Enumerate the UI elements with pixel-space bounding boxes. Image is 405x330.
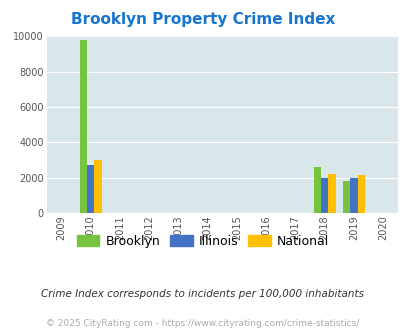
Bar xyxy=(328,174,335,213)
Text: Brooklyn Property Crime Index: Brooklyn Property Crime Index xyxy=(70,12,335,26)
Bar xyxy=(350,179,357,213)
Bar xyxy=(94,160,101,213)
Text: © 2025 CityRating.com - https://www.cityrating.com/crime-statistics/: © 2025 CityRating.com - https://www.city… xyxy=(46,319,359,328)
Text: Crime Index corresponds to incidents per 100,000 inhabitants: Crime Index corresponds to incidents per… xyxy=(41,289,364,299)
Bar xyxy=(320,178,328,213)
Bar xyxy=(79,40,87,213)
Bar xyxy=(313,167,320,213)
Bar xyxy=(342,181,350,213)
Bar xyxy=(87,165,94,213)
Legend: Brooklyn, Illinois, National: Brooklyn, Illinois, National xyxy=(71,230,334,253)
Bar xyxy=(357,175,364,213)
